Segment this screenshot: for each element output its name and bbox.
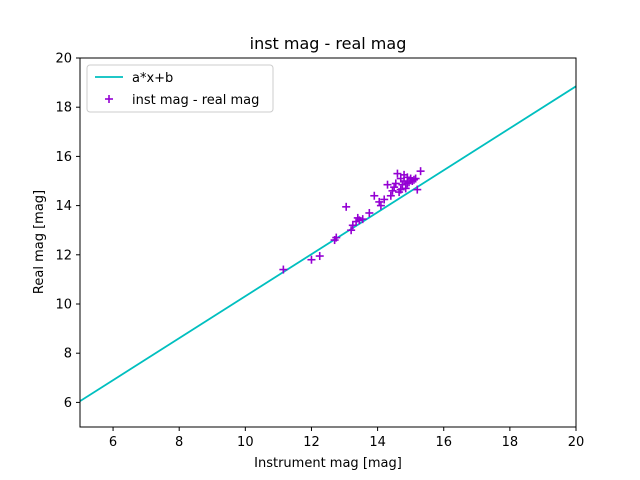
data-point bbox=[390, 183, 399, 192]
data-point bbox=[307, 255, 316, 264]
y-tick-label: 14 bbox=[55, 199, 72, 214]
legend-box bbox=[86, 64, 274, 113]
x-tick-label: 16 bbox=[435, 435, 452, 450]
chart-title: inst mag - real mag bbox=[250, 34, 407, 53]
y-tick-label: 6 bbox=[64, 396, 72, 411]
data-point bbox=[393, 169, 402, 178]
data-point bbox=[315, 252, 324, 261]
y-tick-label: 8 bbox=[64, 347, 72, 362]
data-point bbox=[413, 185, 422, 194]
plot-area bbox=[79, 57, 577, 428]
data-point bbox=[396, 185, 405, 194]
legend: a*x+b inst mag - real mag bbox=[86, 64, 274, 113]
data-point bbox=[279, 265, 288, 274]
y-tick-label: 12 bbox=[55, 248, 72, 263]
y-tick-label: 16 bbox=[55, 150, 72, 165]
x-tick-label: 8 bbox=[175, 435, 183, 450]
x-tick-label: 18 bbox=[502, 435, 519, 450]
data-point bbox=[342, 202, 351, 211]
data-point bbox=[403, 179, 412, 188]
data-point bbox=[386, 191, 395, 200]
x-tick-label: 10 bbox=[237, 435, 254, 450]
data-point bbox=[383, 180, 392, 189]
y-tick-label: 10 bbox=[55, 298, 72, 313]
x-tick-label: 12 bbox=[303, 435, 320, 450]
data-point bbox=[380, 195, 389, 204]
data-point bbox=[332, 233, 341, 242]
data-point bbox=[375, 197, 384, 206]
data-point bbox=[376, 201, 385, 210]
y-axis-label: Real mag [mag] bbox=[32, 190, 47, 294]
data-point bbox=[388, 186, 397, 195]
x-tick-label: 14 bbox=[369, 435, 386, 450]
data-point bbox=[409, 175, 418, 184]
axes-frame bbox=[79, 57, 577, 428]
data-point bbox=[391, 179, 400, 188]
x-tick-label: 20 bbox=[568, 435, 585, 450]
x-axis-label: Instrument mag [mag] bbox=[254, 456, 402, 471]
axis-ticks: 6 8 10 12 14 16 18 20 6 8 10 12 14 16 18 20 bbox=[55, 52, 584, 451]
y-tick-label: 18 bbox=[55, 101, 72, 116]
data-point bbox=[370, 191, 379, 200]
data-point bbox=[365, 208, 374, 217]
legend-label: a*x+b bbox=[132, 71, 173, 86]
data-point bbox=[347, 226, 356, 235]
data-point bbox=[416, 167, 425, 176]
data-point bbox=[401, 184, 410, 193]
data-point bbox=[358, 215, 367, 224]
x-tick-label: 6 bbox=[109, 435, 117, 450]
fit-line bbox=[80, 85, 576, 402]
y-tick-label: 20 bbox=[55, 52, 72, 67]
data-point bbox=[411, 174, 420, 183]
legend-label: inst mag - real mag bbox=[132, 93, 259, 108]
